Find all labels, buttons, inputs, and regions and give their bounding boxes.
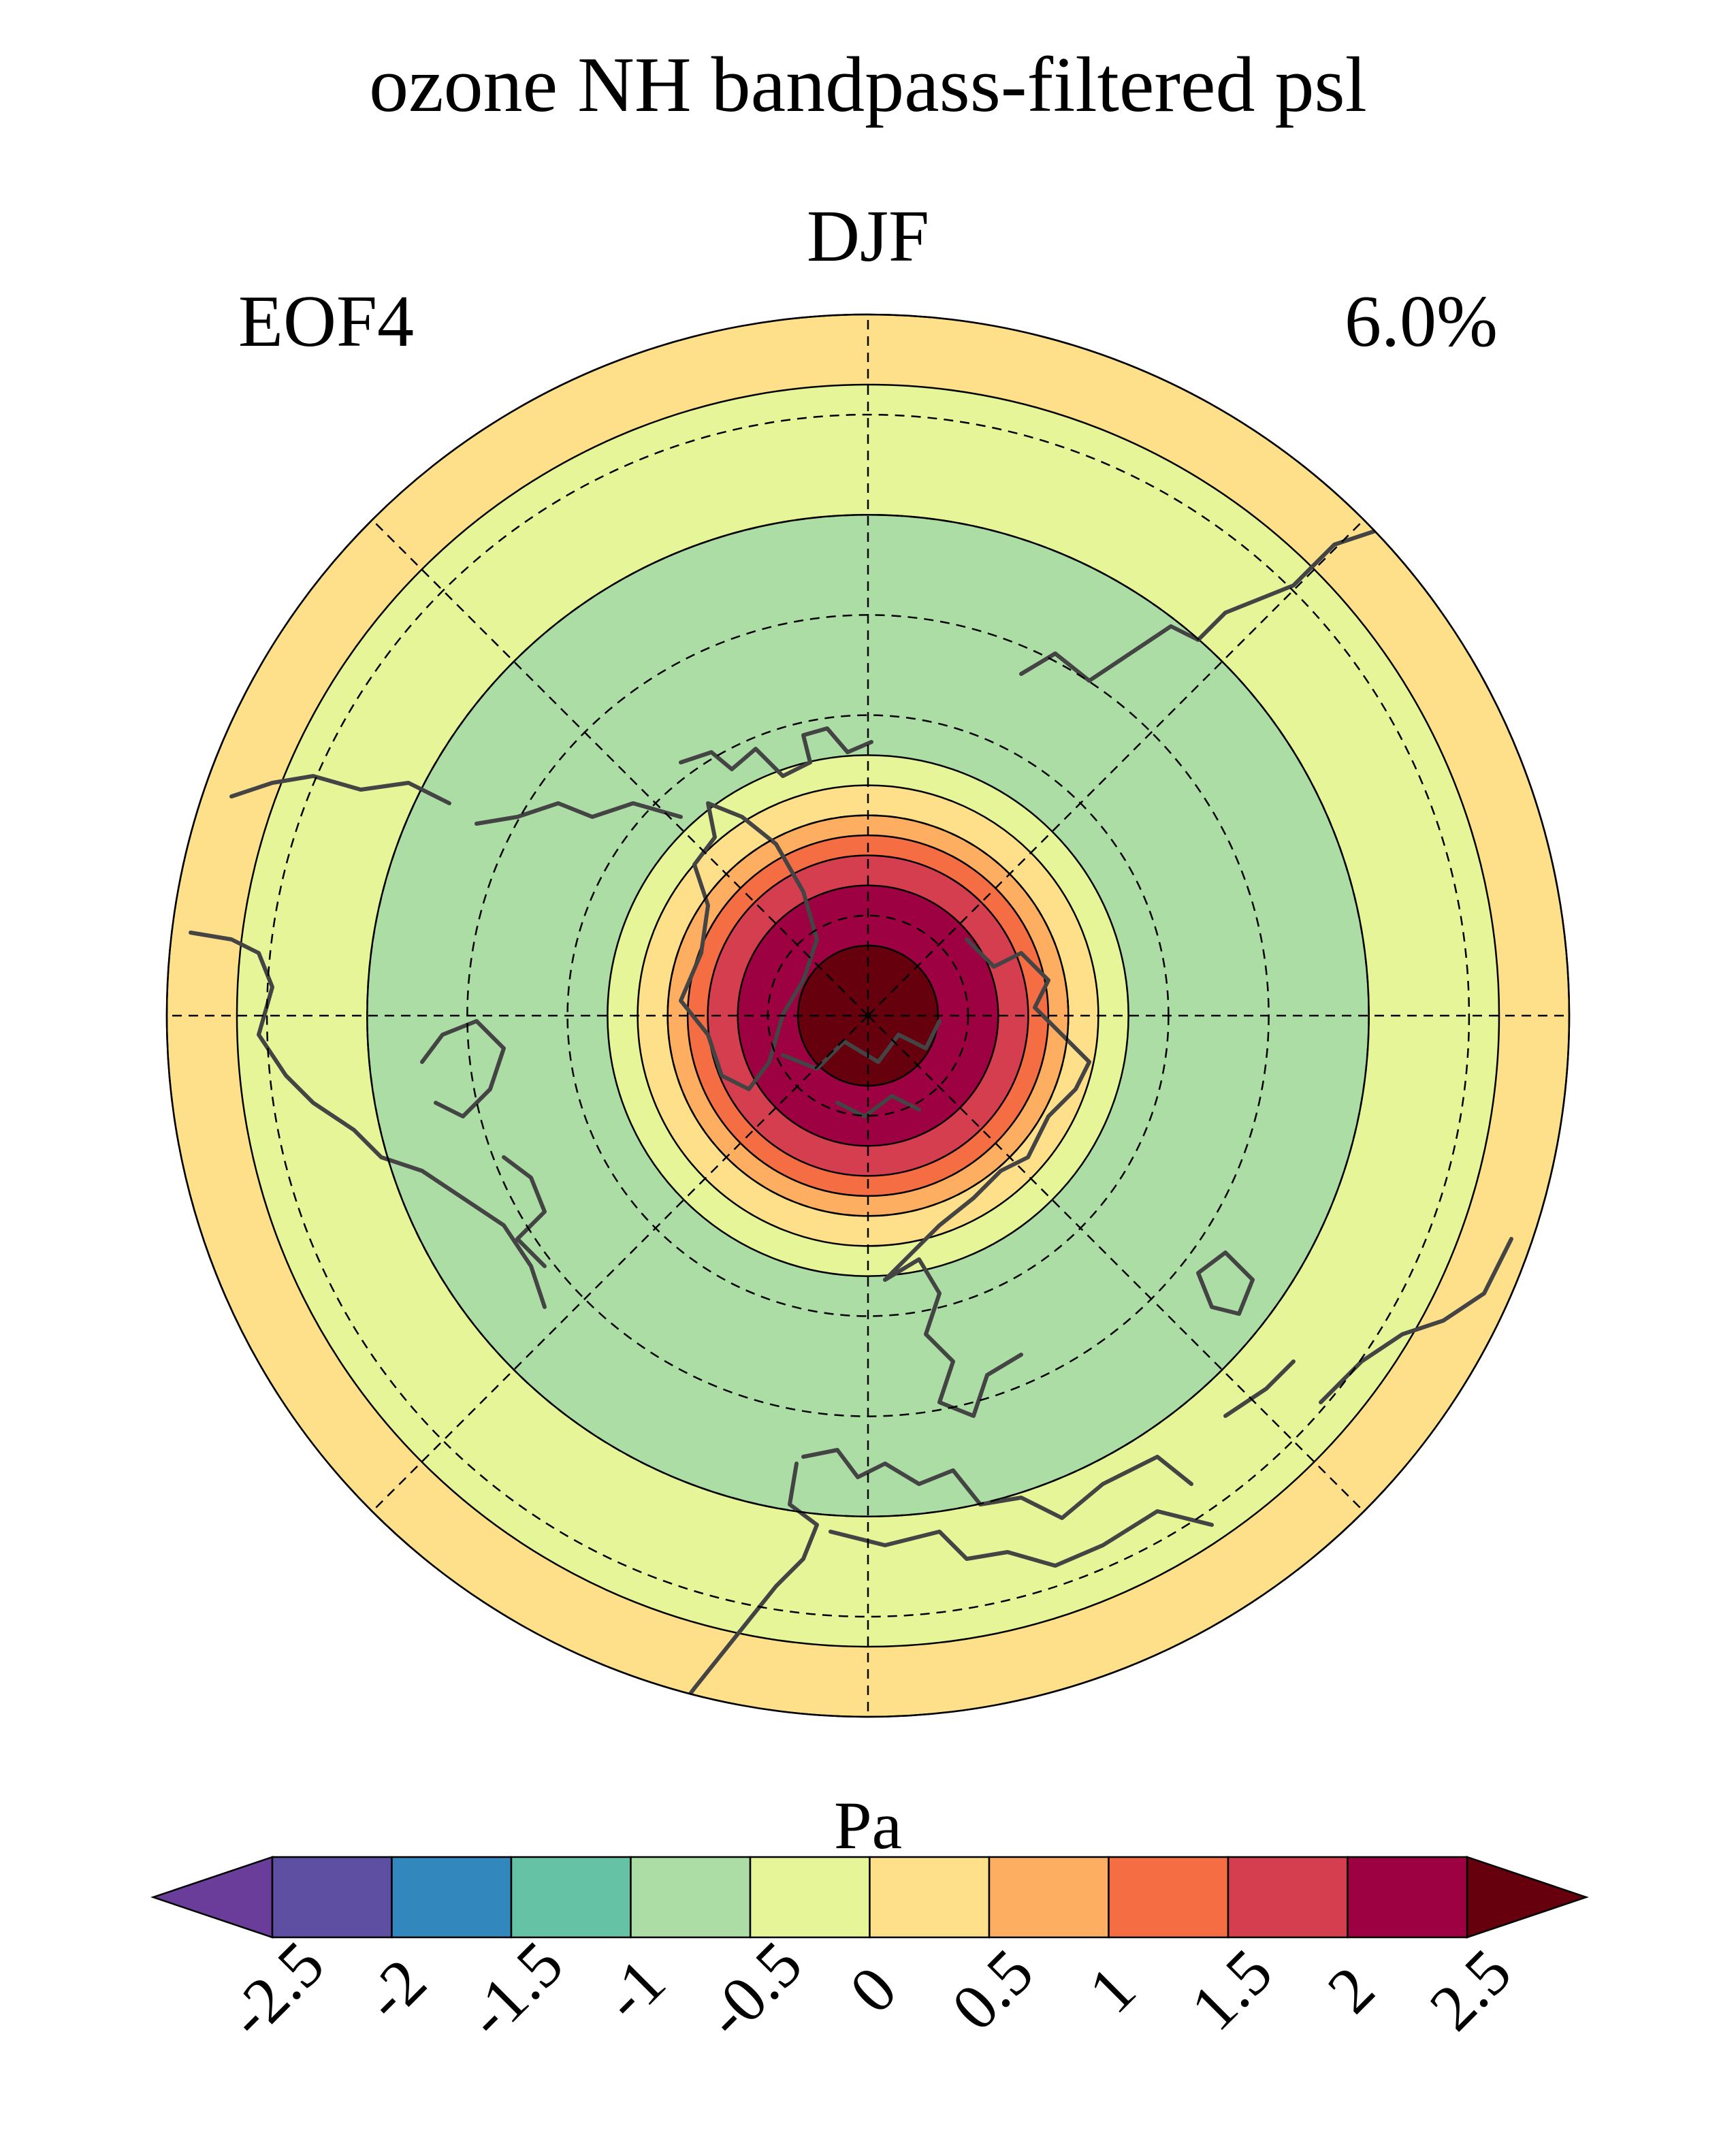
colorbar-extend-low [150,1856,274,1939]
colorbar-tick-label: -2.5 [213,1927,338,2052]
variance-explained-label: 6.0% [1345,281,1498,362]
latitude-gridline-40 [366,514,1370,1517]
longitude-gridline-135 [867,519,1365,1016]
colorbar-segment-10 [1347,1856,1468,1939]
colorbar-tick-label: 1 [1074,1952,1149,2027]
latitude-gridline-30 [266,413,1470,1618]
coastline-hudson-bay [420,1019,506,1118]
coastline-north-america-east [502,1155,547,1268]
colorbar-segment-8 [1108,1856,1229,1939]
longitude-gridline-225 [371,519,869,1016]
coastline-eurasia-arctic [883,937,1091,1282]
coastline-europe [801,1448,1193,1520]
colorbar [150,1856,1589,1939]
coastline-arctic-archipelago [781,1019,942,1118]
colorbar-tick-label: 2 [1313,1952,1388,2027]
colorbar-label: Pa [834,1788,902,1863]
colorbar-segment-3 [510,1856,632,1939]
coastline-north-america-arctic [679,726,873,778]
colorbar-tick-label: 2.5 [1415,1935,1525,2044]
colorbar-tick-label: -1.5 [452,1927,577,2052]
gridlines [167,314,1569,1717]
longitude-gridline-45 [867,1015,1365,1513]
colorbar-segment-7 [988,1856,1110,1939]
colorbar-tick-label: -0.5 [691,1927,816,2052]
colorbar-segment-6 [869,1856,991,1939]
colorbar-tick-label: 0.5 [937,1935,1047,2044]
colorbar-tick-label: 1.5 [1176,1935,1286,2044]
coastline-mediterranean [829,1509,1214,1568]
colorbar-segment-2 [391,1856,513,1939]
coastlines [189,515,1527,1717]
coastline-caspian [1196,1250,1255,1316]
season-label: DJF [807,196,929,277]
coastline-north-america-west [189,931,547,1309]
colorbar-tick-label: -1 [589,1944,679,2034]
colorbar-tick-label: 0 [835,1952,910,2027]
colorbar-segment-9 [1227,1856,1349,1939]
colorbar-tick-label: -2 [350,1944,440,2034]
colorbar-tick-labels: -2.5 -2 -1.5 -1 -0.5 0 0.5 1 1.5 2 2.5 [213,1927,1525,2052]
colorbar-extend-high [1466,1856,1589,1939]
colorbar-segment-1 [271,1856,393,1939]
map-boundary [165,313,1571,1718]
colorbar-segment-4 [630,1856,752,1939]
polar-map [165,313,1571,1718]
eof-mode-label: EOF4 [238,281,414,362]
colorbar-segment-5 [749,1856,871,1939]
coastline-scandinavia [883,1257,1023,1418]
coastline-greenland [679,801,819,1091]
chart-title: ozone NH bandpass-filtered psl [369,42,1367,129]
longitude-gridline-315 [371,1015,869,1513]
coastline-alaska [229,774,683,826]
